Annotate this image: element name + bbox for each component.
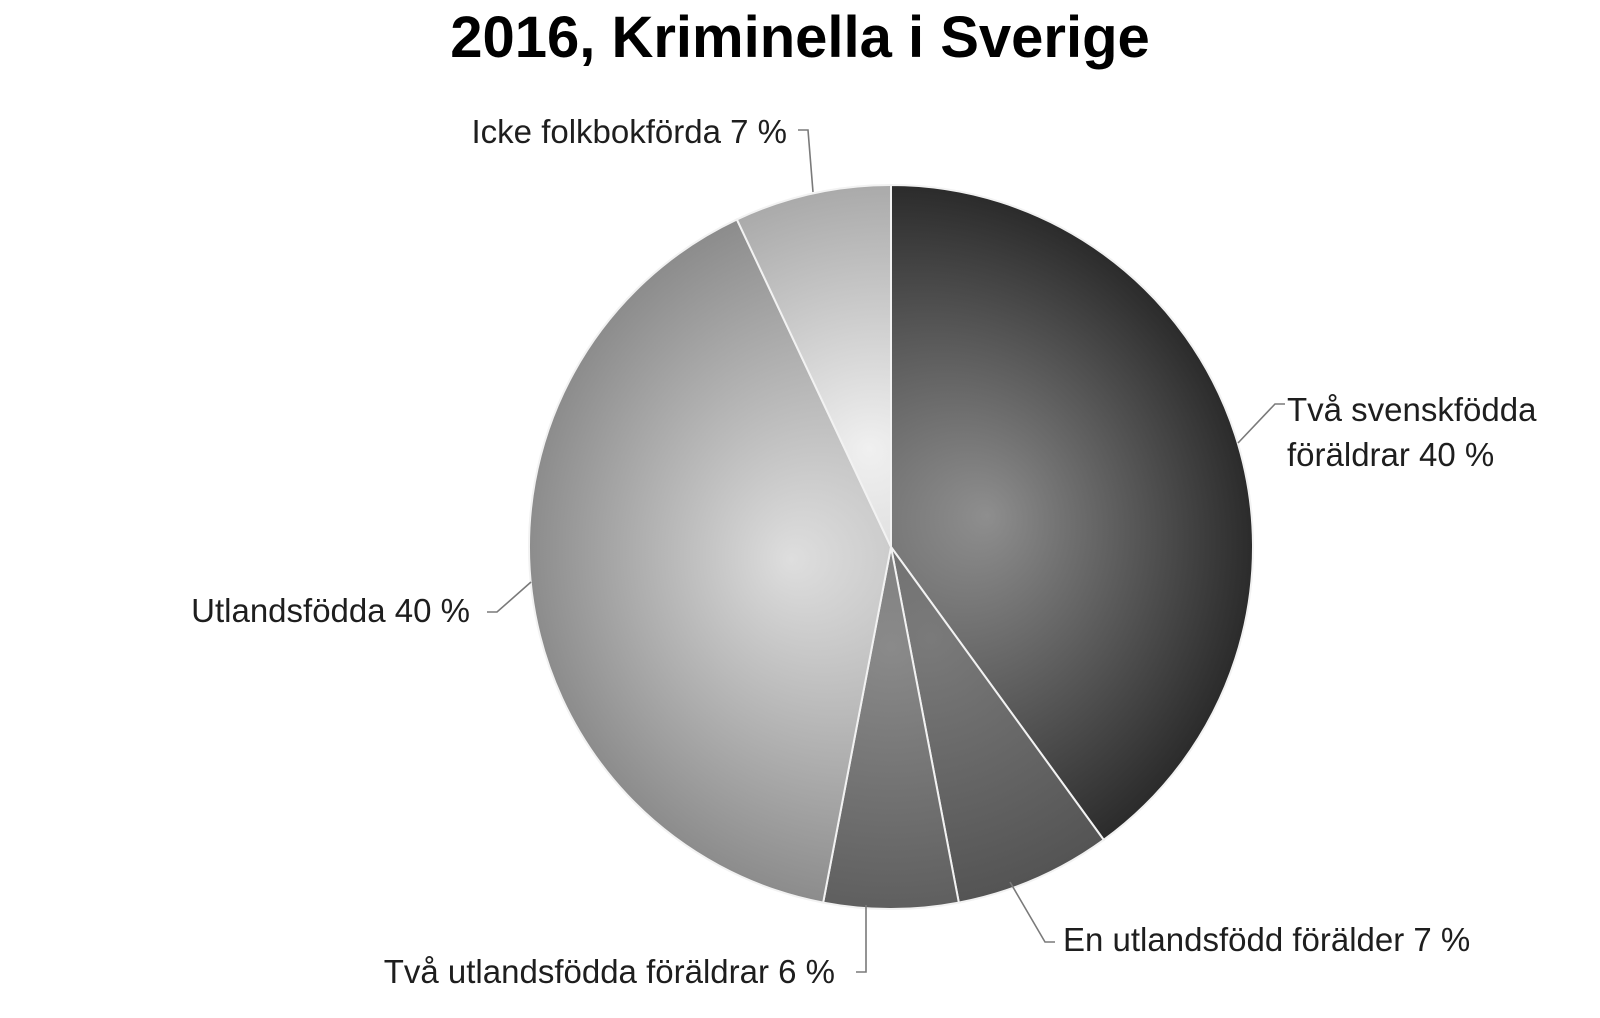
slice-label: Icke folkbokförda 7 % [472,113,788,150]
slice-label: En utlandsfödd förälder 7 % [1063,921,1470,958]
slice-label: Två svenskfödda föräldrar 40 % [1287,391,1537,473]
slice-label-line: Två svenskfödda [1287,391,1537,428]
pie-slice-tv-svenskf-dda-f-r-ldrar [890,183,1254,842]
leader-line [798,129,814,193]
pie-slice-en-utlandsf-dd-f-r-lder [890,546,1106,904]
pie-slices [528,183,1254,910]
slice-label-line: Icke folkbokförda 7 % [472,113,788,150]
pie-slice-utlandsf-dda [528,218,893,904]
slice-labels: Två svenskfödda föräldrar 40 % En utlandsf… [191,113,1537,990]
slice-label: Utlandsfödda 40 % [191,592,470,629]
pie-slice-icke-folkbokf-rda [735,183,892,548]
slice-label-line: Utlandsfödda 40 % [191,592,470,629]
leader-line [487,581,532,613]
slice-label-line: föräldrar 40 % [1287,436,1494,473]
leader-line [856,905,867,973]
slice-label: Två utlandsfödda föräldrar 6 % [384,953,835,990]
leader-line [1237,403,1285,444]
chart-title: 2016, Kriminella i Sverige [450,5,1150,70]
pie-slice-tv-utlandsf-dda-f-r-ldrar [821,546,961,910]
slice-label-line: Två utlandsfödda föräldrar 6 % [384,953,835,990]
leader-line [1009,881,1055,943]
slice-label-line: En utlandsfödd förälder 7 % [1063,921,1470,958]
leader-lines [487,129,1285,973]
